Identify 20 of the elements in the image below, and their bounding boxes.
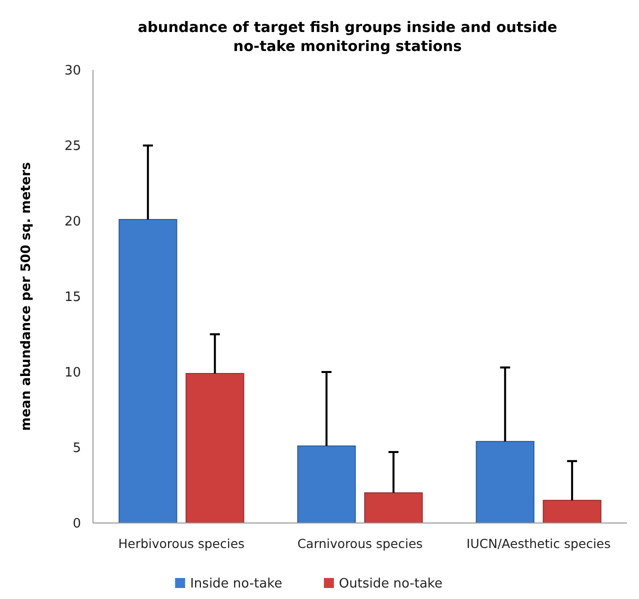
y-tick-label: 15 <box>64 290 81 306</box>
x-tick-label: Carnivorous species <box>297 536 423 551</box>
legend-label: Outside no-take <box>338 576 442 592</box>
bar <box>118 218 178 524</box>
legend-label: Inside no-take <box>190 576 282 592</box>
y-tick-label: 25 <box>64 139 81 154</box>
y-axis-title: mean abundance per 500 sq. meters <box>19 162 34 431</box>
bar <box>542 500 602 524</box>
bar <box>297 445 356 524</box>
y-tick-label: 10 <box>64 366 81 381</box>
chart-title: abundance of target fish groups inside and outside no-take monitoring stations <box>138 20 558 55</box>
y-tick-label: 5 <box>72 441 81 456</box>
y-tick-label: 30 <box>64 64 81 79</box>
bar <box>186 373 244 524</box>
x-tick-label: IUCN/Aesthetic species <box>466 536 611 551</box>
y-tick-label: 20 <box>64 214 81 230</box>
y-tick-label: 0 <box>72 516 81 532</box>
bar <box>364 492 423 524</box>
x-tick-label: Herbivorous species <box>118 536 245 551</box>
bar <box>476 440 534 524</box>
